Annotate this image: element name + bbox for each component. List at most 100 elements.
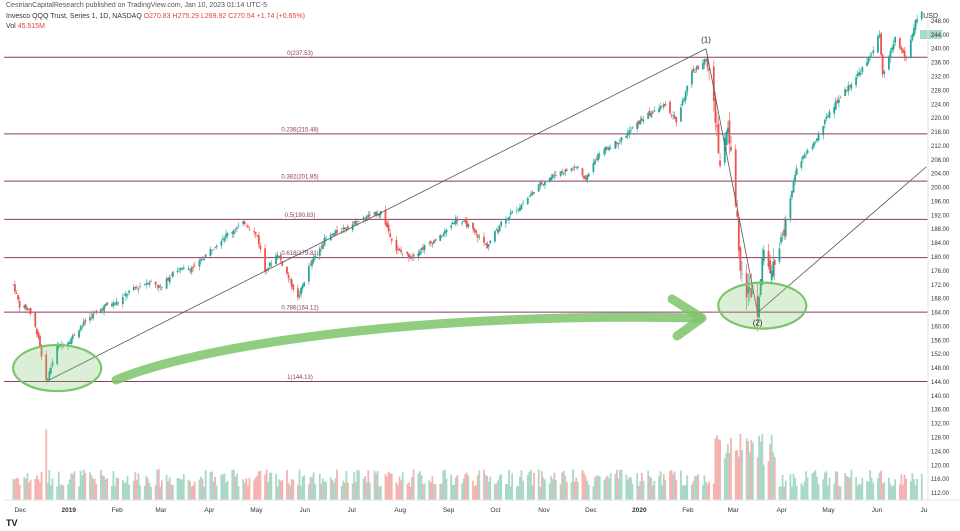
- volume-bar: [461, 483, 463, 500]
- fib-level-label: 0(237.53): [287, 51, 313, 57]
- candle-body: [544, 182, 546, 186]
- volume-bar: [628, 477, 631, 500]
- volume-bar: [640, 473, 643, 500]
- volume-bar: [28, 482, 30, 500]
- volume-bar: [914, 485, 917, 500]
- candle-body: [411, 256, 413, 258]
- candle-body: [670, 115, 673, 116]
- candle-body: [734, 149, 737, 206]
- volume-bar: [792, 474, 795, 500]
- candle-body: [640, 118, 643, 121]
- volume-bar: [608, 478, 610, 500]
- volume-bar: [167, 481, 170, 500]
- volume-bar: [916, 478, 918, 500]
- volume-bar: [625, 474, 628, 500]
- volume-bar: [802, 485, 804, 500]
- volume-bar: [894, 479, 897, 500]
- candle-body: [232, 230, 235, 235]
- candle-body: [311, 260, 313, 267]
- candle-body: [894, 37, 897, 43]
- candle-body: [418, 251, 421, 255]
- candle-body: [498, 226, 501, 232]
- volume-bar: [17, 478, 19, 500]
- volume-bar: [340, 485, 343, 500]
- candle-body: [167, 277, 170, 281]
- candle-body: [145, 283, 148, 286]
- candle-body: [387, 224, 390, 232]
- volume-bar: [476, 475, 479, 500]
- candle-body: [275, 255, 277, 265]
- volume-bar: [712, 483, 715, 500]
- candle-body: [540, 182, 543, 184]
- candle-body: [792, 180, 795, 193]
- volume-bar: [805, 471, 807, 500]
- candle-body: [115, 301, 118, 306]
- tradingview-logo[interactable]: TV: [6, 518, 18, 528]
- candle-body: [234, 229, 237, 231]
- candle-body: [433, 240, 435, 244]
- price-tick-label: 200.00: [931, 186, 950, 192]
- candle-body: [139, 286, 141, 287]
- volume-bar: [57, 471, 60, 500]
- candle-body: [300, 287, 302, 295]
- candle-body: [695, 66, 698, 70]
- candle-body: [157, 284, 160, 289]
- volume-bar: [756, 457, 759, 500]
- volume-bar: [734, 450, 737, 500]
- candle-body: [833, 107, 836, 114]
- volume-bar: [811, 473, 814, 500]
- candle-body: [15, 292, 18, 294]
- candle-body: [170, 274, 173, 276]
- volume-bar: [642, 480, 645, 500]
- candle-body: [592, 163, 595, 172]
- volume-bar: [342, 480, 345, 500]
- candle-body: [872, 50, 875, 53]
- candle-body: [706, 57, 709, 68]
- candle-body: [356, 223, 359, 225]
- candle-body: [497, 229, 499, 233]
- volume-bar: [827, 485, 829, 500]
- candle-body: [71, 335, 74, 339]
- price-tick-label: 120.00: [931, 463, 950, 469]
- volume-bar: [297, 485, 299, 500]
- volume-bar: [24, 478, 27, 500]
- volume-bar: [50, 485, 52, 500]
- volume-bar: [708, 481, 711, 500]
- volume-bar: [464, 474, 467, 500]
- candle-body: [200, 259, 202, 261]
- candle-body: [50, 367, 52, 374]
- volume-bar: [329, 477, 332, 500]
- volume-bar: [110, 486, 113, 500]
- volume-bar: [73, 471, 76, 500]
- candle-body: [367, 214, 370, 218]
- candle-body: [253, 231, 256, 233]
- volume-bar: [877, 478, 879, 500]
- volume-bar: [454, 477, 457, 500]
- volume-bar: [384, 474, 387, 500]
- candle-body: [90, 317, 93, 319]
- volume-bar: [401, 472, 404, 500]
- candle-body: [154, 281, 157, 285]
- candle-body: [429, 241, 432, 243]
- candle-body: [442, 234, 445, 236]
- candle-body: [143, 284, 146, 286]
- candle-body: [334, 230, 337, 235]
- volume-bar: [705, 481, 707, 500]
- volume-bar: [290, 479, 293, 500]
- candle-body: [914, 20, 917, 30]
- volume-bar: [920, 474, 923, 500]
- candle-body: [268, 262, 271, 267]
- volume-bar: [584, 476, 587, 500]
- candle-body: [445, 229, 448, 233]
- candle-body: [79, 326, 82, 330]
- candle-body: [892, 43, 895, 50]
- volume-bar: [866, 480, 868, 500]
- candle-body: [389, 233, 392, 237]
- candle-body: [428, 242, 431, 244]
- volume-bar: [18, 484, 21, 500]
- volume-bar: [814, 470, 817, 500]
- candle-body: [193, 265, 196, 267]
- volume-bar: [145, 475, 148, 500]
- volume-bar: [434, 484, 437, 500]
